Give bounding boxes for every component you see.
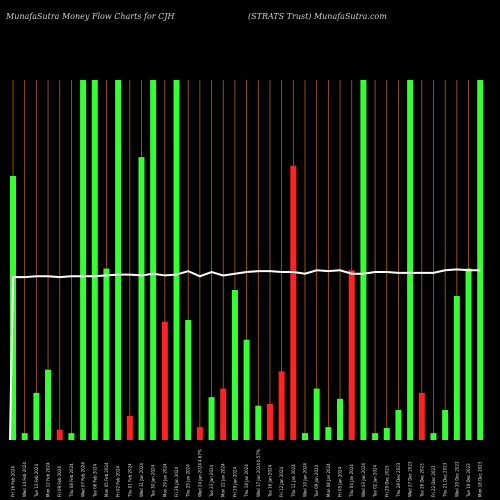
- pct-label: 4.67%: [197, 449, 202, 462]
- chart-title-left: MunafaSutra Money Flow Charts for CJH: [6, 12, 175, 21]
- bar: [33, 392, 40, 440]
- bar: [407, 80, 414, 440]
- x-tick-label: Fri 26 Jan 2024: [174, 467, 179, 497]
- bar: [150, 80, 157, 440]
- bar: [465, 268, 472, 440]
- x-tick-label: Wed 14 Feb 2024: [22, 462, 27, 497]
- x-tick-label: Fri 02 Feb 2024: [116, 466, 121, 497]
- x-tick-label: Mon 12 Feb 2024: [46, 462, 51, 497]
- x-tick-label: Tue 26 Dec 2023: [419, 463, 424, 498]
- bar: [80, 80, 87, 440]
- bar: [442, 410, 449, 440]
- x-tick-label: Wed 17 Jan 2024: [256, 463, 261, 497]
- bar: [360, 80, 367, 440]
- x-tick-label: Thu 08 Feb 2024: [69, 463, 74, 498]
- bar: [208, 397, 215, 440]
- bar: [21, 433, 28, 440]
- x-tick-label: Thu 21 Dec 2023: [443, 462, 448, 498]
- bar: [138, 157, 145, 440]
- x-tick-label: Fri 16 Feb 2024: [11, 466, 16, 497]
- x-tick-label: Tue 13 Feb 2024: [34, 464, 39, 498]
- x-tick-label: Thu 25 Jan 2024: [186, 464, 191, 498]
- bar: [220, 388, 227, 440]
- line-series: [9, 268, 481, 441]
- bar: [337, 398, 344, 440]
- x-tick-label: Wed 27 Dec 2023: [408, 461, 413, 497]
- bar: [68, 433, 75, 440]
- bar: [161, 321, 168, 440]
- x-tick-label: Wed 07 Feb 2024: [81, 462, 86, 497]
- x-tick-label: Tue 09 Jan 2024: [314, 464, 319, 498]
- x-tick-label: Tue 16 Jan 2024: [267, 464, 272, 498]
- x-tick-label: Fri 22 Dec 2023: [431, 465, 436, 497]
- bar: [290, 165, 297, 440]
- bar: [313, 388, 320, 440]
- bar: [243, 339, 250, 440]
- bar: [56, 429, 63, 440]
- x-tick-label: Wed 20 Dec 2023: [454, 461, 459, 497]
- bar: [372, 433, 379, 440]
- bar: [231, 290, 238, 440]
- x-tick-label: Tue 23 Jan 2024: [209, 464, 214, 498]
- bar: [255, 405, 262, 440]
- bar: [453, 296, 460, 440]
- x-tick-label: Thu 04 Jan 2024: [349, 464, 354, 498]
- x-tick-label: Tue 19 Dec 2023: [466, 463, 471, 498]
- bar: [196, 427, 203, 440]
- x-tick-label: Thu 11 Jan 2024: [291, 464, 296, 498]
- x-tick-label: Wed 24 Jan 2024: [197, 463, 202, 497]
- bar: [325, 427, 332, 440]
- x-tick-label: Fri 29 Dec 2023: [384, 465, 389, 497]
- bar: [185, 320, 192, 440]
- x-tick-label: Fri 19 Jan 2024: [232, 467, 237, 497]
- bar: [115, 80, 122, 440]
- bar: [430, 433, 437, 440]
- x-tick-label: Tue 30 Jan 2024: [151, 464, 156, 498]
- pct-label: 0.57%: [256, 449, 261, 462]
- bar: [395, 410, 402, 440]
- chart-title-right: (STRATS Trust) MunafaSutra.com: [248, 12, 387, 21]
- x-tick-label: Thu 18 Jan 2024: [244, 464, 249, 498]
- x-tick-label: Fri 05 Jan 2024: [338, 467, 343, 497]
- bar: [91, 80, 98, 440]
- bar: [266, 404, 273, 440]
- x-tick-label: Mon 18 Dec 2023: [478, 461, 483, 497]
- bar: [103, 268, 110, 440]
- bar: [383, 428, 390, 440]
- bar: [418, 392, 425, 440]
- x-tick-label: Wed 10 Jan 2024: [303, 463, 308, 497]
- x-tick-label: Wed 03 Jan 2024: [361, 463, 366, 497]
- x-tick-label: Mon 05 Feb 2024: [104, 462, 109, 497]
- bar: [126, 416, 133, 440]
- bar: [45, 369, 52, 440]
- x-tick-label: Thu 28 Dec 2023: [396, 462, 401, 498]
- bar: [278, 371, 285, 440]
- x-tick-label: Fri 12 Jan 2024: [279, 467, 284, 497]
- x-tick-label: Fri 09 Feb 2024: [57, 466, 62, 497]
- x-tick-label: Mon 08 Jan 2024: [326, 463, 331, 497]
- x-tick-label: Wed 31 Jan 2024: [139, 463, 144, 497]
- bar: [477, 80, 484, 440]
- bar: [173, 80, 180, 440]
- x-tick-label: Tue 02 Jan 2024: [373, 464, 378, 498]
- bar: [302, 433, 308, 440]
- x-tick-label: Thu 01 Feb 2024: [127, 463, 132, 498]
- x-tick-label: Tue 06 Feb 2024: [92, 464, 97, 498]
- x-tick-label: Mon 22 Jan 2024: [221, 463, 226, 497]
- x-tick-label: Mon 29 Jan 2024: [162, 463, 167, 497]
- bar: [348, 270, 355, 440]
